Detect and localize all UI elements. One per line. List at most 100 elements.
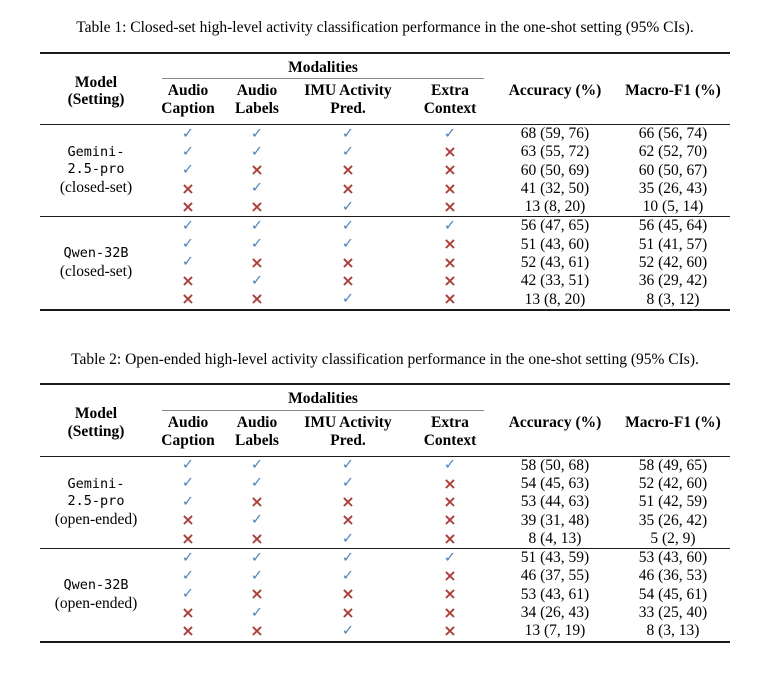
- header-line: Labels: [235, 100, 279, 118]
- modalities-header: Modalities: [152, 53, 494, 80]
- cross-icon: ×: [341, 178, 355, 198]
- table-row: × × ✓ × 8 (4, 13) 5 (2, 9): [40, 528, 730, 549]
- check-icon: ✓: [250, 604, 264, 621]
- model-name: Qwen-32B: [63, 576, 129, 593]
- accuracy-value: 34 (26, 43): [520, 604, 590, 622]
- header-line: Context: [423, 432, 477, 449]
- header-line: Audio: [236, 82, 278, 100]
- accuracy-value: 56 (47, 65): [494, 216, 616, 236]
- accuracy-value: 51 (43, 59): [494, 548, 616, 567]
- cross-icon: ×: [443, 160, 457, 180]
- model-header-line1: Model: [74, 405, 118, 423]
- macrof1-value: 62 (52, 70): [638, 143, 708, 161]
- cross-icon: ×: [443, 234, 457, 254]
- accuracy-value: 53 (43, 61): [520, 585, 590, 603]
- macrof1-value: 51 (42, 59): [638, 493, 708, 511]
- header-line: Context: [423, 100, 477, 118]
- check-icon: ✓: [341, 475, 355, 492]
- macrof1-value: 35 (26, 42): [638, 511, 708, 529]
- cross-icon: ×: [443, 584, 457, 604]
- check-icon: ✓: [290, 216, 406, 236]
- check-icon: ✓: [341, 236, 355, 253]
- macrof1-value: 51 (41, 57): [638, 235, 708, 253]
- macrof1-value: 58 (49, 65): [638, 456, 708, 474]
- table-row: ✓ ✓ ✓ × 63 (55, 72) 62 (52, 70): [40, 142, 730, 161]
- check-icon: ✓: [341, 198, 355, 215]
- macrof1-value: 56 (45, 64): [616, 216, 730, 236]
- check-icon: ✓: [250, 457, 264, 474]
- check-icon: ✓: [341, 291, 355, 308]
- header-line: Pred.: [330, 432, 366, 449]
- macrof1-value: 8 (3, 12): [646, 290, 700, 308]
- cross-icon: ×: [250, 492, 264, 512]
- model-name: Gemini- 2.5-pro: [67, 475, 125, 509]
- table-row: × × ✓ × 13 (7, 19) 8 (3, 13): [40, 621, 730, 641]
- table-row: Qwen-32B (closed-set) ✓ ✓ ✓ ✓ 56 (47, 65) 56 (4…: [40, 216, 730, 310]
- cross-icon: ×: [181, 197, 195, 217]
- table-row: × × ✓ × 13 (8, 20) 10 (5, 14): [40, 197, 730, 217]
- cross-icon: ×: [443, 566, 457, 585]
- check-icon: ✓: [406, 548, 494, 567]
- check-icon: ✓: [181, 586, 195, 603]
- table-row: × ✓ × × 34 (26, 43) 33 (25, 40): [40, 603, 730, 622]
- table-row: Gemini- 2.5-pro (closed-set) ✓ ✓ ✓ ✓ 68 (59, 76…: [40, 125, 730, 196]
- accuracy-value: 46 (37, 55): [520, 567, 590, 585]
- macrof1-header: Macro-F1 (%): [616, 384, 730, 457]
- macrof1-value: 5 (2, 9): [650, 530, 696, 548]
- check-icon: ✓: [250, 512, 264, 529]
- check-icon: ✓: [181, 567, 195, 584]
- cross-icon: ×: [443, 510, 457, 530]
- accuracy-value: 68 (59, 76): [520, 125, 590, 143]
- cross-icon: ×: [250, 160, 264, 180]
- check-icon: ✓: [341, 457, 355, 474]
- audio-labels-header: Audio Labels: [224, 79, 290, 126]
- model-setting: (closed-set): [59, 178, 133, 196]
- cross-icon: ×: [341, 271, 355, 290]
- model-setting: (open-ended): [54, 510, 138, 528]
- check-icon: ✓: [181, 143, 195, 160]
- table-row: × ✓ × × 39 (31, 48) 35 (26, 42): [40, 510, 730, 530]
- macrof1-value: 53 (43, 60): [616, 548, 730, 567]
- accuracy-value: 60 (50, 69): [520, 161, 590, 179]
- accuracy-value: 13 (7, 19): [524, 622, 586, 640]
- check-icon: ✓: [341, 143, 355, 160]
- modalities-header: Modalities: [152, 384, 494, 412]
- accuracy-value: 13 (8, 20): [524, 290, 586, 308]
- modalities-header-label: Modalities: [162, 390, 484, 412]
- check-icon: ✓: [341, 623, 355, 640]
- cross-icon: ×: [250, 197, 264, 217]
- model-cell: Gemini- 2.5-pro (closed-set): [40, 125, 152, 217]
- model-setting: (closed-set): [59, 262, 133, 280]
- check-icon: ✓: [443, 125, 457, 142]
- model-cell: Gemini- 2.5-pro (open-ended): [40, 456, 152, 548]
- check-icon: ✓: [250, 143, 264, 160]
- cross-icon: ×: [443, 271, 457, 290]
- check-icon: ✓: [341, 530, 355, 547]
- macrof1-header: Macro-F1 (%): [616, 52, 730, 126]
- cross-icon: ×: [250, 528, 264, 548]
- header-line: Extra: [431, 82, 469, 100]
- accuracy-header: Accuracy (%): [494, 52, 616, 126]
- macrof1-value: 60 (50, 67): [638, 161, 708, 179]
- cross-icon: ×: [181, 178, 195, 198]
- macrof1-value: 66 (56, 74): [638, 125, 708, 143]
- accuracy-value: 63 (55, 72): [520, 143, 590, 161]
- model-cell: Qwen-32B (open-ended): [40, 548, 152, 642]
- extra-context-header: Extra Context: [406, 79, 494, 126]
- accuracy-value: 51 (43, 60): [520, 235, 590, 253]
- table-row: Gemini- 2.5-pro (open-ended) ✓ ✓ ✓ ✓ 58 (50, 68…: [40, 456, 730, 528]
- check-icon: ✓: [224, 216, 290, 236]
- cross-icon: ×: [181, 289, 195, 309]
- check-icon: ✓: [250, 475, 264, 492]
- check-icon: ✓: [406, 216, 494, 236]
- check-icon: ✓: [181, 254, 195, 271]
- header-line: Caption: [161, 432, 215, 449]
- check-icon: ✓: [152, 548, 224, 567]
- cross-icon: ×: [443, 621, 457, 641]
- macrof1-value: 36 (29, 42): [638, 272, 708, 290]
- header-line: Audio: [167, 82, 209, 100]
- check-icon: ✓: [181, 457, 195, 474]
- check-icon: ✓: [250, 272, 264, 289]
- macrof1-value: 35 (26, 43): [638, 179, 708, 197]
- cross-icon: ×: [443, 252, 457, 272]
